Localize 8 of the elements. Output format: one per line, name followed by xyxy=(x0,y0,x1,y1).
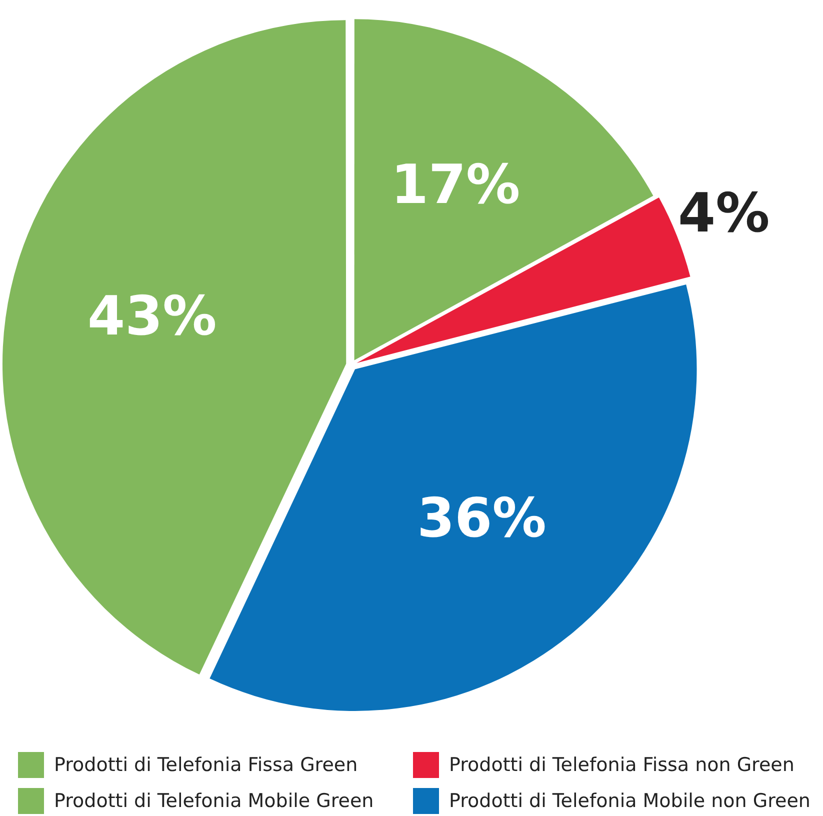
legend-label: Prodotti di Telefonia Fissa non Green xyxy=(449,754,794,776)
legend-label: Prodotti di Telefonia Fissa Green xyxy=(54,754,358,776)
legend-label: Prodotti di Telefonia Mobile Green xyxy=(54,790,374,812)
data-label: 36% xyxy=(417,486,546,550)
data-label: 43% xyxy=(87,284,217,348)
legend-label: Prodotti di Telefonia Mobile non Green xyxy=(449,790,810,812)
data-label: 4% xyxy=(678,182,770,245)
data-label: 17% xyxy=(390,153,520,216)
